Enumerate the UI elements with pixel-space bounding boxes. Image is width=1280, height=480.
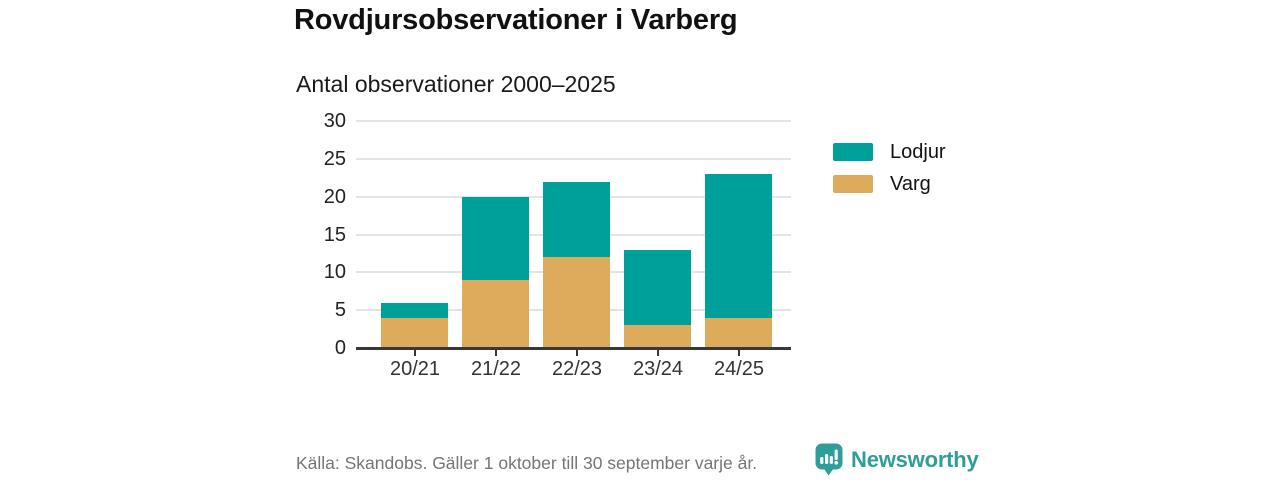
legend-swatch-varg	[833, 175, 873, 193]
bar-segment-varg-23/24	[624, 325, 691, 348]
legend: Lodjur Varg	[833, 140, 946, 207]
plot-area	[356, 120, 791, 356]
bar-segment-varg-21/22	[462, 279, 529, 348]
x-axis-tick	[413, 349, 416, 356]
chart-card: Rovdjursobservationer i Varberg Antal ob…	[294, 0, 986, 480]
legend-label: Lodjur	[890, 140, 946, 163]
bar-segment-lodjur-24/25	[705, 173, 772, 318]
legend-item-lodjur: Lodjur	[833, 140, 946, 163]
y-tick-label: 0	[334, 337, 346, 359]
x-tick-label: 20/21	[389, 358, 441, 380]
newsworthy-icon	[815, 443, 843, 476]
bar-segment-lodjur-23/24	[624, 249, 691, 326]
newsworthy-logo: Newsworthy	[815, 443, 979, 476]
y-tick-label: 30	[323, 110, 346, 132]
legend-item-varg: Varg	[833, 172, 946, 195]
x-axis-tick	[494, 349, 497, 356]
bar-segment-varg-20/21	[381, 317, 448, 348]
newsworthy-wordmark: Newsworthy	[851, 446, 979, 472]
legend-swatch-lodjur	[833, 143, 873, 161]
y-tick-label: 20	[323, 185, 346, 208]
bar-segment-varg-22/23	[543, 257, 610, 348]
source-note: Källa: Skandobs. Gäller 1 oktober till 3…	[296, 453, 758, 473]
bar-segment-lodjur-21/22	[462, 196, 529, 280]
y-tick-label: 5	[334, 299, 346, 322]
x-tick-label: 21/22	[470, 358, 522, 380]
y-tick-label: 10	[323, 261, 346, 284]
gridline	[356, 157, 791, 160]
bar-segment-lodjur-20/21	[381, 302, 448, 318]
x-axis-line	[356, 347, 791, 350]
x-tick-label: 24/25	[713, 358, 765, 380]
bar-segment-lodjur-22/23	[543, 181, 610, 258]
x-tick-label: 22/23	[551, 358, 603, 380]
y-tick-label: 25	[323, 147, 346, 170]
legend-label: Varg	[890, 172, 931, 195]
x-axis-tick	[575, 349, 578, 356]
x-axis-tick	[737, 349, 740, 356]
chart-subtitle: Antal observationer 2000–2025	[296, 71, 616, 97]
x-axis-tick	[656, 349, 659, 356]
bar-segment-varg-24/25	[705, 317, 772, 348]
y-tick-label: 15	[323, 223, 346, 246]
stacked-bar-chart: 0 5 10 15 20 25 30 20/21 21/22 22/23 23/24 24/25 L…	[294, 110, 986, 401]
page-title: Rovdjursobservationer i Varberg	[294, 4, 738, 36]
gridline	[356, 120, 791, 122]
x-tick-label: 23/24	[632, 358, 684, 380]
